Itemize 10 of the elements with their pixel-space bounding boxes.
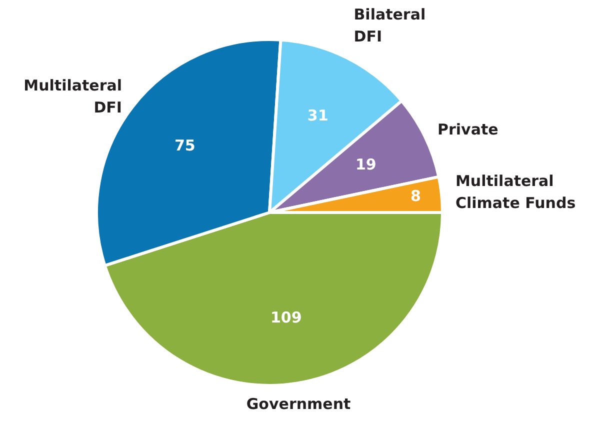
slice-label: Government [246,395,351,414]
slice-label: Private [438,120,498,138]
slice-label: Multilateral DFI [24,76,122,116]
data-label: 75 [174,136,196,154]
slice-label: Multilateral Climate Funds [455,172,576,212]
data-label: 8 [410,187,421,206]
data-label: 19 [355,155,376,174]
slice-label: Bilateral DFI [354,5,426,46]
data-label: 109 [270,308,302,326]
data-label: 31 [307,106,328,125]
